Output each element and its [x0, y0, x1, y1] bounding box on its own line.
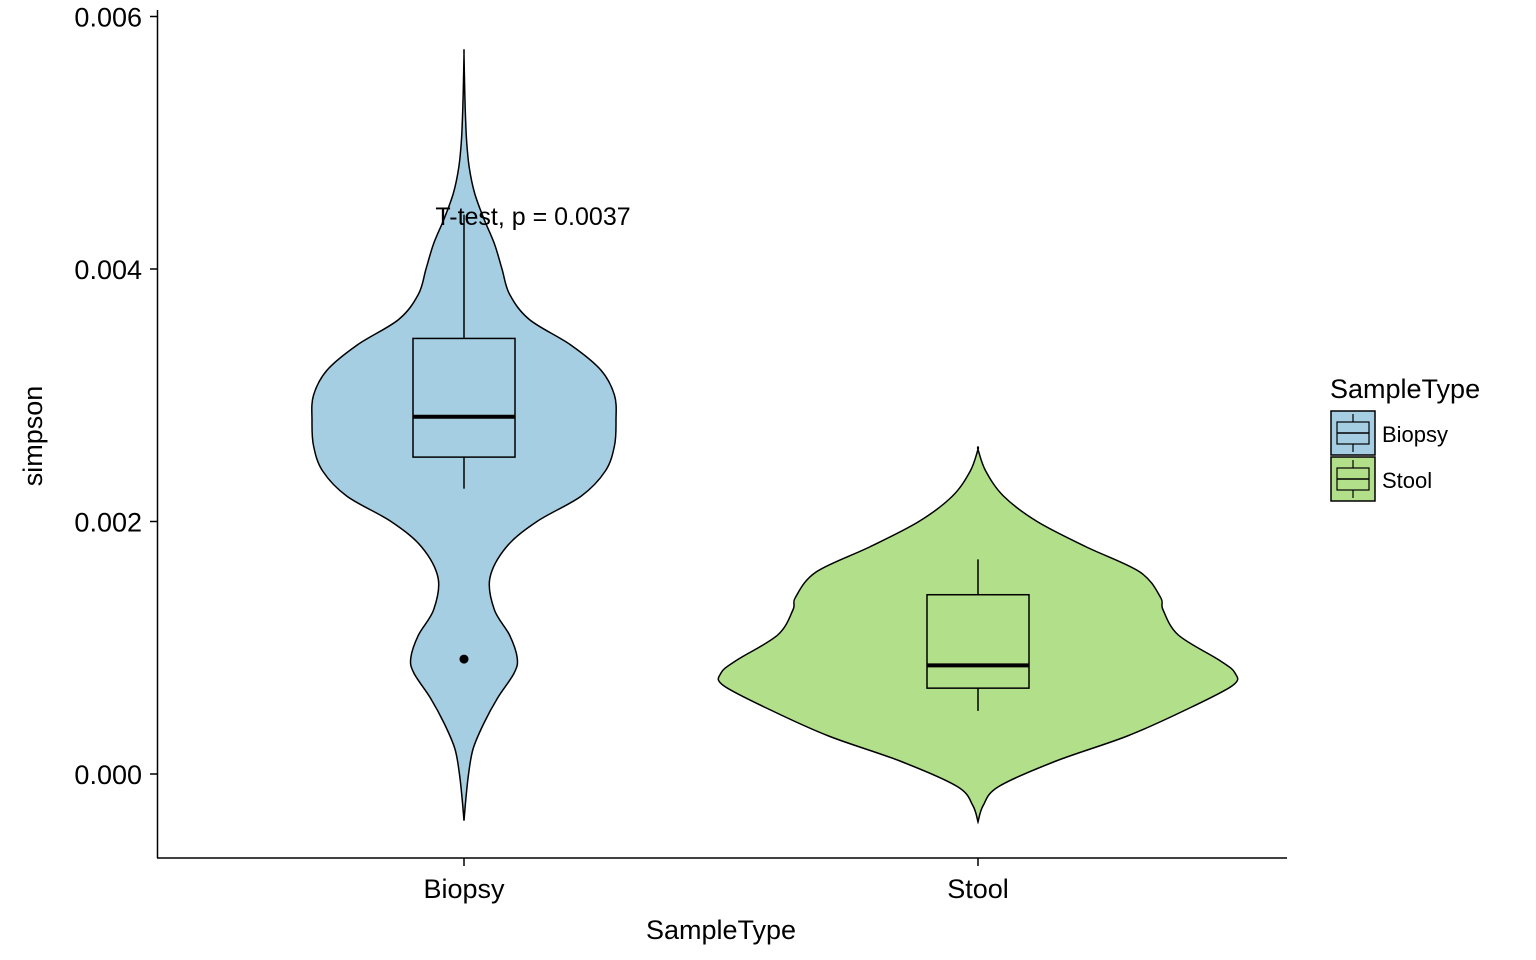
outlier-point	[459, 654, 469, 664]
x-tick-label: Biopsy	[423, 874, 505, 904]
y-tick-label: 0.006	[74, 3, 142, 33]
legend-label: Stool	[1382, 468, 1432, 493]
box-biopsy	[412, 337, 516, 458]
box-stool	[926, 593, 1030, 689]
y-tick-label: 0.004	[74, 255, 142, 285]
legend-title: SampleType	[1330, 374, 1480, 404]
y-tick-label: 0.002	[74, 508, 142, 538]
legend-item-stool: Stool	[1330, 456, 1432, 502]
boxplot-layer	[412, 214, 1030, 711]
legend: SampleType Biopsy Stool	[1330, 374, 1480, 502]
y-axis-ticks: 0.000 0.002 0.004 0.006	[74, 3, 158, 790]
x-tick-label: Stool	[947, 874, 1009, 904]
legend-label: Biopsy	[1382, 422, 1448, 447]
x-axis-title: SampleType	[646, 915, 796, 945]
y-axis-title: simpson	[18, 386, 48, 487]
legend-item-biopsy: Biopsy	[1330, 410, 1448, 456]
y-tick-label: 0.000	[74, 760, 142, 790]
x-axis-ticks: Biopsy Stool	[423, 858, 1009, 904]
legend-keys: Biopsy Stool	[1330, 410, 1448, 502]
ttest-annotation: T-test, p = 0.0037	[435, 203, 630, 231]
